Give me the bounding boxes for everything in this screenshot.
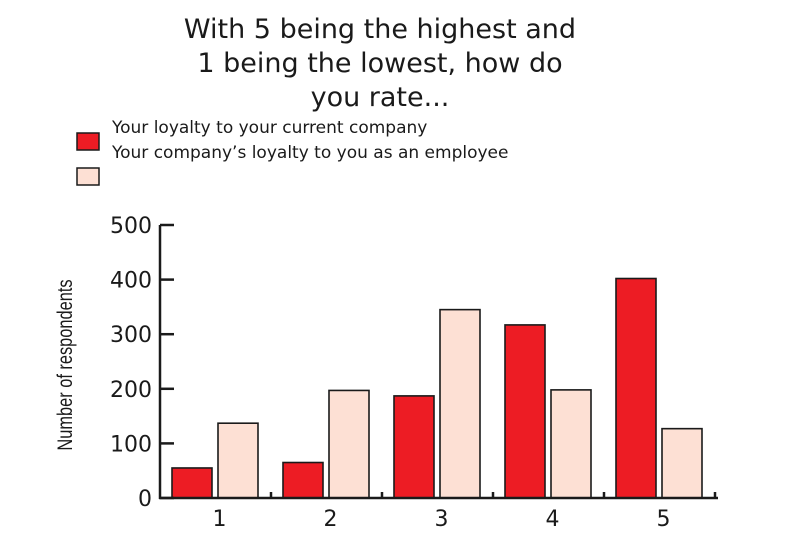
chart-title: With 5 being the highest and 1 being the…	[184, 14, 576, 113]
bar-series-2-category-4	[550, 389, 592, 499]
y-tick-label-300: 300	[110, 323, 152, 348]
y-tick-label-400: 400	[110, 269, 152, 294]
y-tick-label-500: 500	[110, 214, 152, 239]
bar-series-2-category-3	[439, 308, 481, 499]
x-tick-label-3: 3	[435, 507, 449, 532]
legend-swatch-series-1	[76, 132, 100, 151]
legend: Your loyalty to your current company You…	[76, 118, 508, 186]
bar-series-1-category-5	[615, 277, 657, 499]
bar-series-1-category-1	[171, 467, 213, 499]
x-tick-label-4: 4	[546, 507, 560, 532]
bar-series-2-category-1	[217, 422, 259, 499]
x-tick-label-1: 1	[213, 507, 227, 532]
bar-series-1-category-4	[504, 324, 546, 499]
legend-swatch-series-2	[76, 167, 100, 186]
bar-series-2-category-2	[328, 389, 370, 499]
y-tick-label-200: 200	[110, 378, 152, 403]
y-axis-title: Number of respondents	[53, 279, 76, 450]
x-tick-label-2: 2	[324, 507, 338, 532]
plot-area: 0 100 200 300 400 500 1 2 3 4 5	[110, 214, 718, 532]
y-tick-label-100: 100	[110, 432, 152, 457]
x-tick-label-5: 5	[657, 507, 671, 532]
bar-series-2-category-5	[661, 427, 703, 499]
legend-label-series-2: Your company’s loyalty to you as an empl…	[111, 143, 508, 163]
y-tick-label-0: 0	[138, 487, 152, 512]
legend-label-series-1: Your loyalty to your current company	[111, 118, 427, 138]
chart-title-line-3: you rate...	[311, 82, 450, 113]
bar-series-1-category-2	[282, 461, 324, 499]
bar-series-1-category-3	[393, 395, 435, 499]
chart-title-line-2: 1 being the lowest, how do	[197, 48, 562, 79]
chart-title-line-1: With 5 being the highest and	[184, 14, 576, 45]
